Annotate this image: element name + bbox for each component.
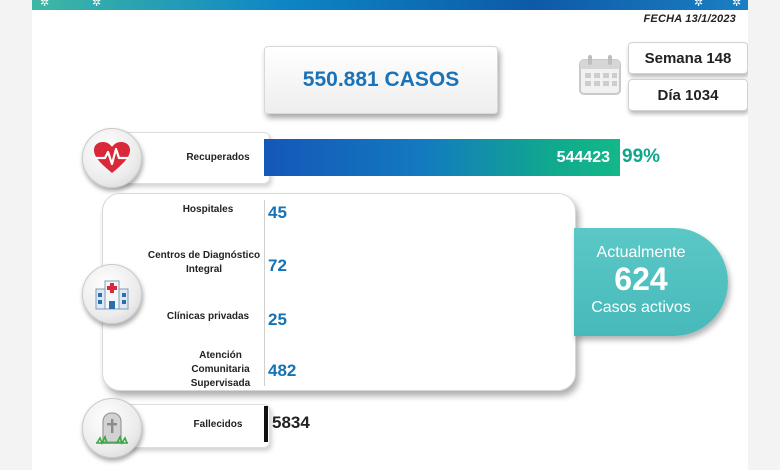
deceased-icon-circle xyxy=(82,398,142,458)
deceased-value: 5834 xyxy=(272,413,310,432)
breakdown-label-acs: Atención Comunitaria Supervisada xyxy=(190,350,251,389)
virus-decoration-icon: ✲ xyxy=(694,0,704,9)
active-cases-breakdown-panel xyxy=(102,193,576,391)
report-date: FECHA 13/1/2023 xyxy=(643,13,736,25)
breakdown-label-cdi: Centros de Diagnóstico Integral xyxy=(147,250,261,275)
top-banner: ✲ ✲ ✲ ✲ xyxy=(32,0,748,10)
breakdown-label-clinicas: Clínicas privadas xyxy=(166,311,250,322)
week-badge: Semana 148 xyxy=(628,42,748,74)
total-cases-value: 550.881 CASOS xyxy=(302,68,460,91)
calendar-icon xyxy=(579,55,621,95)
heart-pulse-icon xyxy=(94,142,130,173)
breakdown-value-clinicas: 25 xyxy=(268,310,287,329)
recovered-icon-circle xyxy=(82,128,142,188)
breakdown-value-cdi: 72 xyxy=(268,256,287,275)
breakdown-divider xyxy=(264,200,265,386)
hospital-icon-circle xyxy=(82,264,142,324)
recovered-value: 544423 xyxy=(556,148,610,166)
recovered-label: Recuperados xyxy=(186,152,250,163)
day-label: Día 1034 xyxy=(657,86,719,104)
tombstone-icon xyxy=(96,412,128,445)
total-cases-box: 550.881 CASOS xyxy=(264,46,498,114)
recovered-percent: 99% xyxy=(622,146,661,167)
hospital-building-icon xyxy=(95,280,129,310)
virus-decoration-icon: ✲ xyxy=(40,0,50,9)
active-cases-subtitle: Casos activos xyxy=(591,299,691,316)
deceased-bar xyxy=(264,406,268,442)
breakdown-value-acs: 482 xyxy=(268,361,297,380)
virus-decoration-icon: ✲ xyxy=(732,0,742,9)
week-label: Semana 148 xyxy=(644,49,732,67)
covid-report-card: ✲ ✲ ✲ ✲ FECHA 13/1/2023 550.881 CASOS Se… xyxy=(32,0,748,470)
deceased-label: Fallecidos xyxy=(193,419,243,430)
breakdown-value-hospitales: 45 xyxy=(268,203,287,222)
recovered-bar: 544423 xyxy=(264,139,620,176)
active-cases-value: 624 xyxy=(614,261,668,297)
day-badge: Día 1034 xyxy=(628,79,748,111)
active-cases-badge: Actualmente 624 Casos activos xyxy=(574,228,728,336)
active-cases-title: Actualmente xyxy=(596,244,686,261)
breakdown-label-hospitales: Hospitales xyxy=(182,204,234,215)
virus-decoration-icon: ✲ xyxy=(92,0,102,9)
